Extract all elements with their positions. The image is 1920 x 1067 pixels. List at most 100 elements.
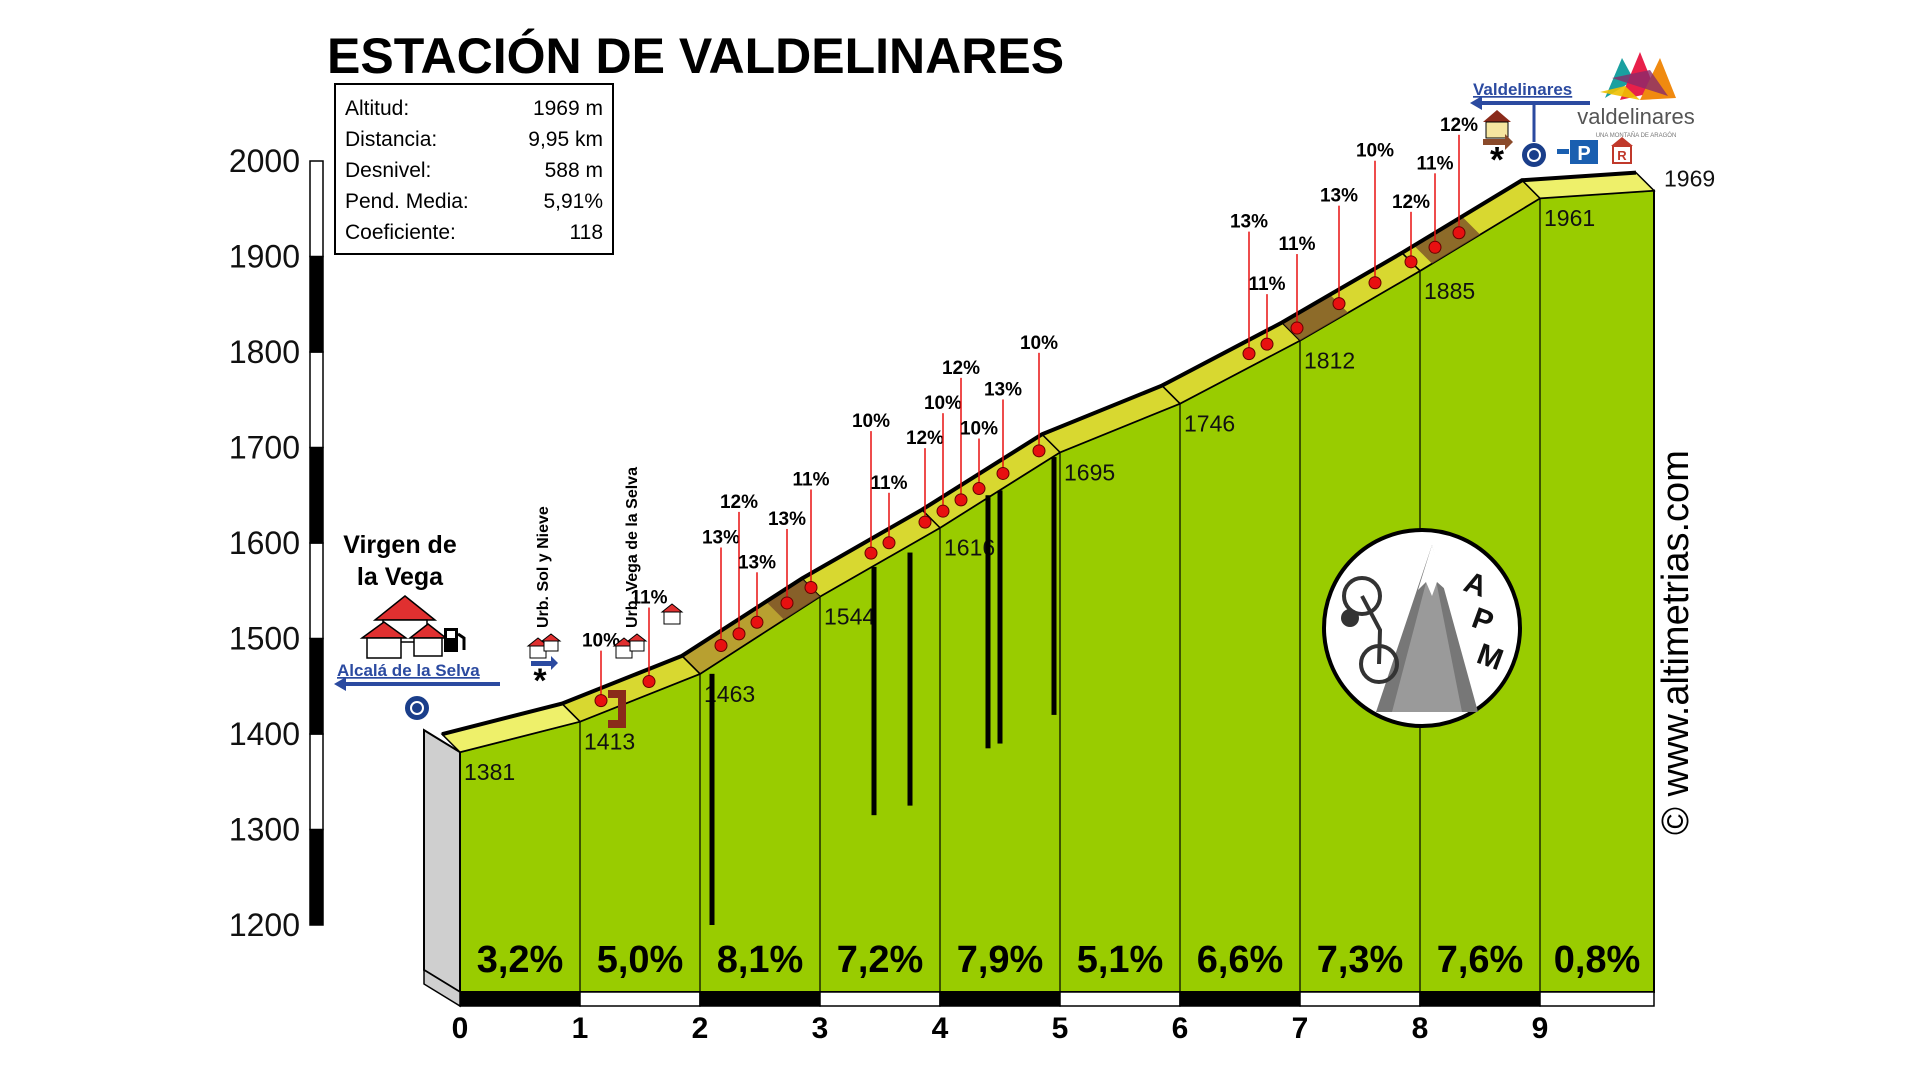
stat-label: Pend. Media: (345, 190, 469, 213)
segment-gradient-label: 7,6% (1437, 939, 1524, 981)
segment-gradient-label: 7,9% (957, 939, 1044, 981)
profile-side-face (423, 728, 461, 994)
parking-icon: P (1557, 140, 1598, 165)
steep-marker-label: 10% (1356, 141, 1394, 162)
steep-marker-dot (750, 615, 764, 629)
steep-marker-dot (594, 694, 608, 708)
logo-text: valdelinares (1577, 104, 1694, 129)
segment-gradient-label: 8,1% (717, 939, 804, 981)
right-direction-label: Valdelinares (1473, 80, 1572, 99)
hostel-icon (1483, 110, 1511, 139)
stat-value: 118 (570, 221, 603, 244)
distance-bar-segment (1059, 991, 1181, 1007)
y-tick-label: 1600 (229, 525, 300, 561)
distance-bar-segment (819, 991, 941, 1007)
house-icon (526, 603, 684, 659)
km-elevation-label: 1885 (1424, 278, 1475, 304)
chart-title: ESTACIÓN DE VALDELINARES (327, 28, 1064, 84)
roundabout-icon-right (1520, 141, 1548, 169)
x-tick-label: 9 (1532, 1012, 1549, 1045)
right-turn-arrow-icon (531, 656, 558, 670)
steep-marker-dot (1428, 240, 1442, 254)
y-tick-label: 1400 (229, 716, 300, 752)
segment-gradient-label: 5,0% (597, 939, 684, 981)
steep-marker-dot (1260, 337, 1274, 351)
stat-value: 1969 m (533, 97, 603, 120)
y-axis: 1200 1300 1400 1500 1600 1700 1800 1900 2000 (229, 143, 324, 943)
steep-marker-dot (936, 504, 950, 518)
x-tick-label: 5 (1052, 1012, 1069, 1045)
stat-label: Distancia: (345, 128, 437, 151)
steep-marker-label: 10% (582, 631, 620, 652)
steep-marker-label: 12% (1392, 192, 1430, 213)
steep-marker-dot (780, 596, 794, 610)
y-tick-label: 1800 (229, 334, 300, 370)
stat-label: Desnivel: (345, 159, 431, 182)
steep-marker-dot (996, 466, 1010, 480)
steep-marker-dot (918, 515, 932, 529)
steep-marker-dot (1404, 255, 1418, 269)
distance-bar-segment (1299, 991, 1421, 1007)
bracket-icon (608, 690, 626, 728)
steep-marker-label: 12% (1440, 115, 1478, 136)
steep-marker-label: 11% (631, 588, 668, 609)
asterisk-icon: * (1490, 139, 1504, 180)
segment-gradient-label: 7,3% (1317, 939, 1404, 981)
ski-lift-bar (985, 495, 991, 749)
steep-marker-label: 11% (1417, 153, 1454, 174)
urb-sol-y-nieve-label: Urb. Sol y Nieve (535, 506, 552, 628)
distance-bar-segment (459, 991, 581, 1007)
steep-marker-label: 12% (942, 358, 980, 379)
start-place: Virgen de la Vega Alcalá de la Selva (334, 531, 500, 722)
segment-gradient-label: 7,2% (837, 939, 924, 981)
y-axis-segment (309, 446, 324, 544)
svg-text:P: P (1577, 143, 1590, 165)
stat-label: Altitud: (345, 97, 409, 120)
steep-marker-dot (732, 627, 746, 641)
segment-gradient-label: 3,2% (477, 939, 564, 981)
right-direction-arrow: Valdelinares (1470, 80, 1590, 110)
km-elevation-label: 1812 (1304, 348, 1355, 374)
segment-gradient-label: 0,8% (1554, 939, 1641, 981)
y-axis-segment (309, 351, 324, 449)
x-axis: 0 1 2 3 4 5 6 7 8 9 (452, 1012, 1549, 1045)
start-label-line1: Virgen de (343, 531, 457, 559)
left-direction-label: Alcalá de la Selva (337, 661, 480, 680)
x-tick-label: 8 (1412, 1012, 1429, 1045)
watermark: © www.altimetrias.com (1655, 450, 1697, 835)
km-elevation-label: 1961 (1544, 205, 1595, 231)
ski-lift-bar (871, 566, 877, 816)
steep-marker-dot (882, 536, 896, 550)
km-elevation-label: 1544 (824, 603, 875, 629)
steep-marker-label: 10% (852, 411, 890, 432)
fuel-pump-icon (444, 628, 466, 652)
village-icon (359, 595, 449, 659)
restaurant-icon: R (1611, 137, 1633, 164)
stat-label: Coeficiente: (345, 221, 456, 244)
ski-lift-bar (709, 673, 715, 925)
distance-bar-segment (939, 991, 1061, 1007)
road-ridge-line (441, 170, 1637, 737)
distance-bar-segment (1179, 991, 1301, 1007)
km-elevation-label: 1969 (1664, 166, 1715, 192)
distance-bar-segment (1539, 991, 1655, 1007)
urb-vega-de-la-selva-label: Urb. Vega de la Selva (624, 467, 641, 628)
ski-lift-bar (997, 490, 1003, 744)
y-tick-label: 1500 (229, 621, 300, 657)
km-elevation-label: 1746 (1184, 411, 1235, 437)
steep-marker-label: 13% (702, 527, 740, 548)
x-tick-label: 2 (692, 1012, 709, 1045)
apm-badge: A P M (1322, 528, 1522, 728)
km-elevation-label: 1695 (1064, 459, 1115, 485)
y-axis-segment (309, 255, 324, 353)
segment-gradients: 3,2% 5,0% 8,1% 7,2% 7,9% 5,1% 6,6% 7,3% 7,6% 0,8% (423, 939, 1655, 1008)
roundabout-icon-left (403, 694, 431, 722)
segment-gradient-label: 6,6% (1197, 939, 1284, 981)
ski-lift-bar (1051, 457, 1057, 715)
y-tick-label: 1700 (229, 430, 300, 466)
stat-value: 588 m (545, 159, 603, 182)
steep-marker-dot (642, 675, 656, 689)
stats-box: Altitud: 1969 m Distancia: 9,95 km Desnivel:… (334, 83, 614, 255)
steep-marker-label: 13% (1320, 186, 1358, 207)
steep-marker-dot (1332, 297, 1346, 311)
